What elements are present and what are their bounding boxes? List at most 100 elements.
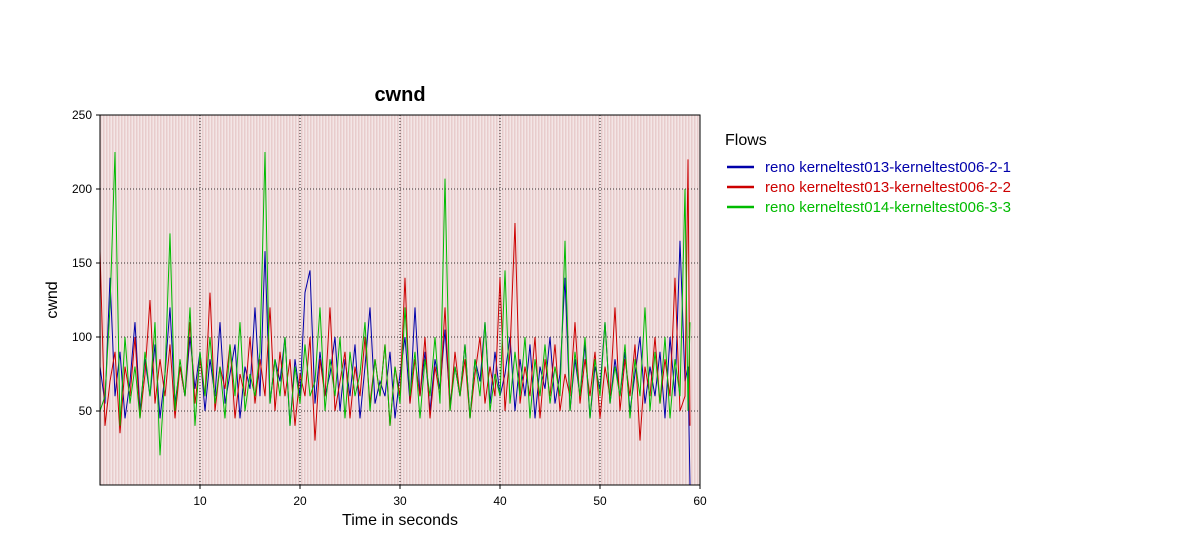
shade-stripe [574, 115, 576, 485]
shade-stripe [544, 115, 546, 485]
shade-stripe [424, 115, 426, 485]
shade-stripe [130, 115, 132, 485]
shade-stripe [634, 115, 636, 485]
shade-stripe [646, 115, 648, 485]
shade-stripe [379, 115, 381, 485]
series-line-3 [99, 151, 691, 456]
shade-stripe [136, 115, 138, 485]
shade-stripe [469, 115, 471, 485]
shade-stripe [592, 115, 594, 485]
shade-stripe [382, 115, 384, 485]
shade-stripe [400, 115, 402, 485]
shade-stripe [616, 115, 618, 485]
shade-stripe [556, 115, 558, 485]
x-tick-label: 20 [293, 494, 307, 508]
shade-stripe [571, 115, 573, 485]
shade-stripe [589, 115, 591, 485]
shade-stripe [178, 115, 180, 485]
shade-stripe [649, 115, 651, 485]
shade-stripe [640, 115, 642, 485]
shade-stripe [283, 115, 285, 485]
shade-stripe [520, 115, 522, 485]
shade-stripe [331, 115, 333, 485]
legend-label: reno kerneltest013-kerneltest006-2-2 [765, 179, 1011, 196]
shade-stripe [226, 115, 228, 485]
shade-stripe [493, 115, 495, 485]
shade-stripe [151, 115, 153, 485]
shade-stripe [340, 115, 342, 485]
shade-stripe [100, 115, 102, 485]
shade-stripe [337, 115, 339, 485]
shade-stripe [250, 115, 252, 485]
shade-stripe [547, 115, 549, 485]
x-tick-label: 40 [493, 494, 507, 508]
shade-stripe [334, 115, 336, 485]
shade-stripe [697, 115, 699, 485]
legend-label: reno kerneltest014-kerneltest006-3-3 [765, 199, 1011, 216]
shade-stripe [301, 115, 303, 485]
shade-stripe [568, 115, 570, 485]
shade-stripe [148, 115, 150, 485]
x-tick-label: 50 [593, 494, 607, 508]
shade-stripe [217, 115, 219, 485]
shade-stripe [622, 115, 624, 485]
shade-stripe [523, 115, 525, 485]
x-tick-label: 10 [193, 494, 207, 508]
shade-stripe [199, 115, 201, 485]
shade-stripe [172, 115, 174, 485]
shade-stripe [364, 115, 366, 485]
shade-stripe [559, 115, 561, 485]
shade-stripe [325, 115, 327, 485]
shade-stripe [532, 115, 534, 485]
shade-stripe [208, 115, 210, 485]
shade-stripe [472, 115, 474, 485]
shade-stripe [553, 115, 555, 485]
shade-stripe [256, 115, 258, 485]
shade-stripe [343, 115, 345, 485]
shade-stripe [211, 115, 213, 485]
shade-stripe [244, 115, 246, 485]
legend-label: reno kerneltest013-kerneltest006-2-1 [765, 159, 1011, 176]
shade-stripe [349, 115, 351, 485]
shade-stripe [664, 115, 666, 485]
shade-stripe [328, 115, 330, 485]
gridlines [100, 115, 700, 485]
shade-stripe [247, 115, 249, 485]
shade-stripe [448, 115, 450, 485]
shade-stripe [487, 115, 489, 485]
shade-stripe [103, 115, 105, 485]
shade-stripe [409, 115, 411, 485]
shade-stripe [541, 115, 543, 485]
shade-stripe [274, 115, 276, 485]
shade-stripe [484, 115, 486, 485]
shade-stripe [181, 115, 183, 485]
shade-stripe [385, 115, 387, 485]
shade-stripe [277, 115, 279, 485]
shade-stripe [478, 115, 480, 485]
shade-stripe [316, 115, 318, 485]
shade-stripe [613, 115, 615, 485]
shade-stripe [292, 115, 294, 485]
shade-stripe [115, 115, 117, 485]
shade-stripe [241, 115, 243, 485]
shade-stripe [550, 115, 552, 485]
shade-stripe [229, 115, 231, 485]
shade-stripe [235, 115, 237, 485]
shade-stripe [652, 115, 654, 485]
y-tick-label: 50 [79, 404, 93, 418]
shade-stripe [499, 115, 501, 485]
shade-stripe [352, 115, 354, 485]
shade-stripe [412, 115, 414, 485]
shade-stripe [295, 115, 297, 485]
shade-stripe [439, 115, 441, 485]
y-axis-label: cwnd [44, 281, 61, 318]
shade-stripe [358, 115, 360, 485]
shade-stripe [610, 115, 612, 485]
shade-stripe [418, 115, 420, 485]
shade-stripe [391, 115, 393, 485]
shade-stripe [121, 115, 123, 485]
shade-stripe [655, 115, 657, 485]
shade-stripe [607, 115, 609, 485]
shade-stripe [190, 115, 192, 485]
